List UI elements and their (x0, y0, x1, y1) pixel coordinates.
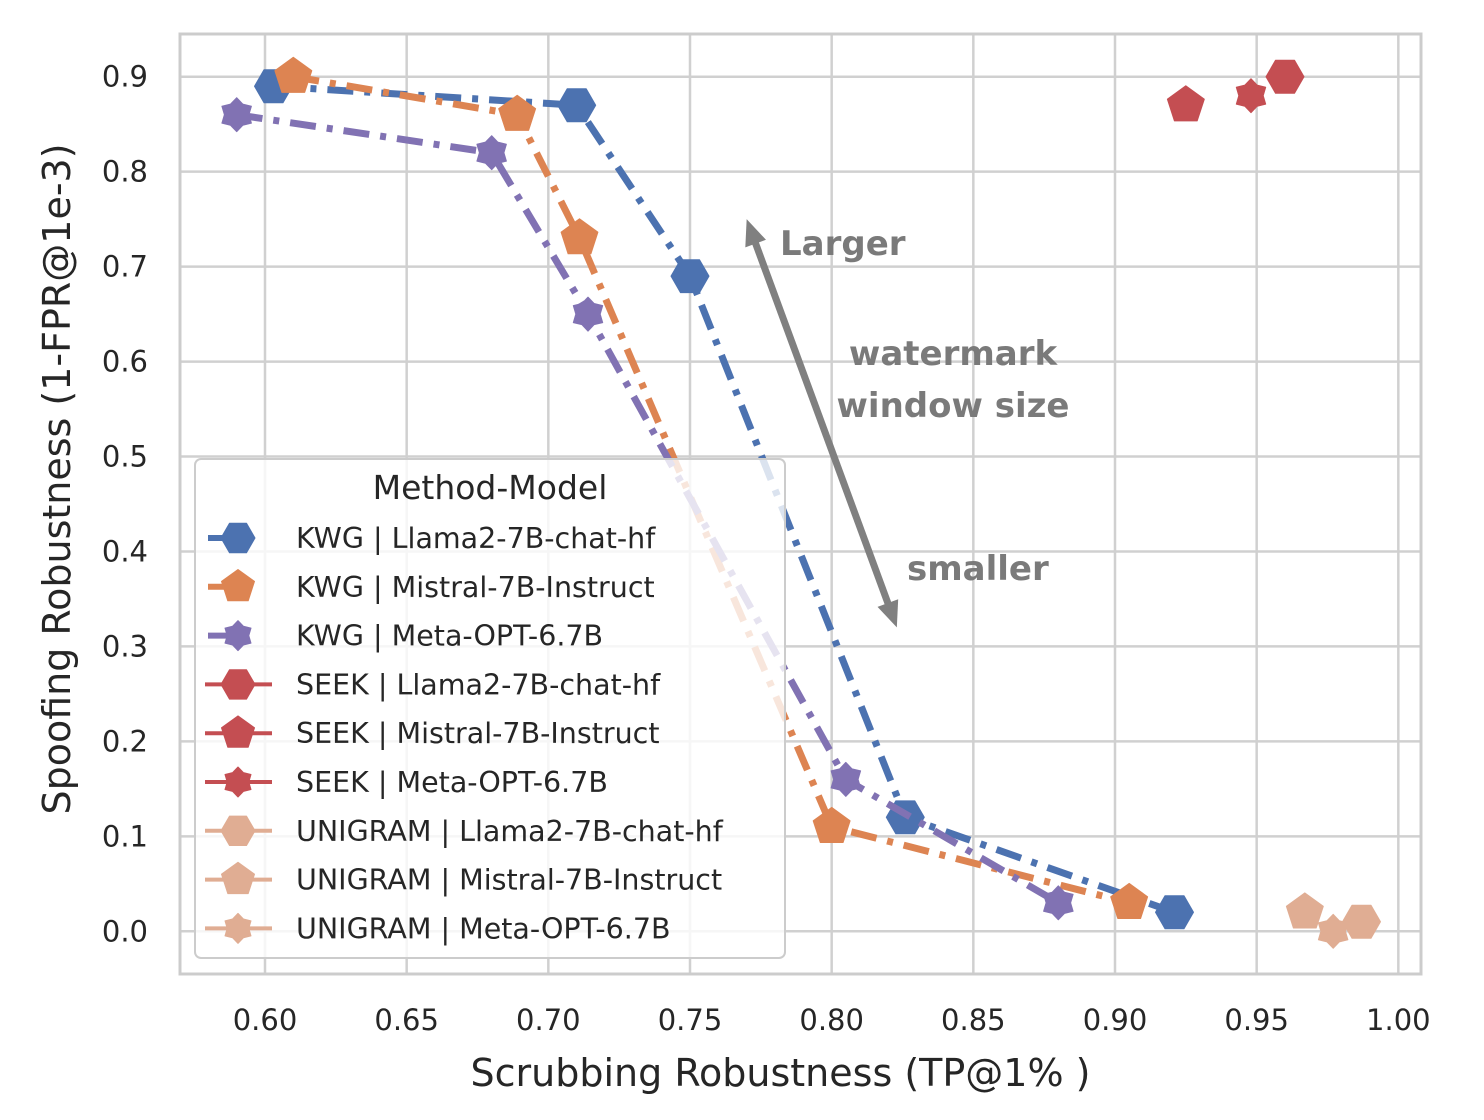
data-point-star (1043, 885, 1074, 921)
data-point-pentagon (498, 94, 537, 131)
arrow-head-up (745, 219, 766, 248)
legend-item: SEEK | Meta-OPT-6.7B (205, 766, 608, 799)
legend-marker-hexagon (220, 522, 256, 554)
series-kwg-llama2-7b-chat-hf (254, 69, 1194, 930)
series-seek-mistral-7b-instruct (1166, 85, 1205, 122)
legend-marker-star (224, 620, 252, 652)
y-tick-label: 0.7 (102, 250, 148, 284)
plot-frame (178, 32, 1423, 976)
x-tick-label: 0.95 (1224, 1003, 1289, 1037)
legend-item: KWG | Llama2-7B-chat-hf (208, 522, 656, 555)
data-point-pentagon (1110, 882, 1149, 919)
series-unigram-meta-opt-6-7b (1317, 913, 1349, 949)
legend-box (194, 458, 786, 959)
data-point-hexagon (670, 259, 710, 294)
legend-item: UNIGRAM | Meta-OPT-6.7B (205, 912, 671, 945)
y-tick-label: 0.2 (102, 724, 148, 758)
series-seek-meta-opt-6-7b (1235, 78, 1267, 114)
arrow-head-down (877, 599, 899, 628)
x-axis-label: Scrubbing Robustness (TP@1% ) (471, 1051, 1091, 1095)
legend-item: KWG | Mistral-7B-Instruct (208, 569, 655, 604)
legend-label: SEEK | Mistral-7B-Instruct (296, 717, 660, 750)
legend-label: UNIGRAM | Llama2-7B-chat-hf (296, 815, 724, 848)
y-ticks: 0.0 0.1 0.2 0.3 0.4 0.5 0.6 0.7 0.8 0.9 (102, 60, 148, 949)
x-tick-label: 0.85 (941, 1003, 1006, 1037)
data-point-star (221, 97, 252, 133)
series-seek-llama2-7b-chat-hf (1265, 59, 1305, 94)
legend-item: UNIGRAM | Llama2-7B-chat-hf (205, 815, 724, 848)
x-ticks: 0.60 0.65 0.70 0.75 0.80 0.85 0.90 0.95 1.00 (233, 1003, 1431, 1037)
y-tick-label: 0.1 (102, 819, 148, 853)
y-tick-label: 0.5 (102, 440, 148, 474)
legend-label: SEEK | Llama2-7B-chat-hf (296, 668, 661, 701)
y-tick-label: 0.6 (102, 345, 148, 379)
y-tick-label: 0.3 (102, 629, 148, 663)
legend-marker-pentagon (221, 715, 255, 748)
x-tick-label: 0.75 (658, 1003, 723, 1037)
legend-marker-pentagon (221, 569, 255, 602)
legend-marker-hexagon (220, 815, 256, 846)
data-point-pentagon (812, 806, 851, 843)
data-point-pentagon (1285, 892, 1324, 929)
annotation-watermark: watermark (849, 334, 1059, 374)
annotation-layer: Larger watermark window size smaller (745, 219, 1070, 628)
y-tick-label: 0.0 (102, 914, 148, 948)
legend-item: KWG | Meta-OPT-6.7B (208, 620, 603, 653)
data-point-pentagon (560, 218, 599, 255)
legend-label: KWG | Llama2-7B-chat-hf (296, 522, 656, 555)
legend-items: KWG | Llama2-7B-chat-hf KWG | Mistral-7B-… (205, 522, 724, 945)
grid (180, 34, 1421, 974)
data-point-star (572, 296, 604, 332)
legend-label: SEEK | Meta-OPT-6.7B (296, 766, 608, 799)
data-point-hexagon (557, 88, 597, 123)
legend-marker-pentagon (221, 861, 255, 895)
legend: Method-Model KWG | Llama2-7B-chat-hfKWG … (194, 458, 786, 959)
series-layer (221, 56, 1381, 949)
legend-label: UNIGRAM | Meta-OPT-6.7B (296, 912, 671, 945)
x-tick-label: 0.60 (233, 1003, 298, 1037)
x-tick-label: 0.70 (516, 1003, 581, 1037)
data-point-pentagon (1166, 85, 1205, 122)
legend-title: Method-Model (373, 468, 608, 507)
data-point-hexagon (1265, 59, 1305, 94)
data-point-star (830, 761, 862, 797)
data-point-star (476, 135, 507, 171)
y-tick-label: 0.8 (102, 155, 148, 189)
legend-label: KWG | Meta-OPT-6.7B (296, 620, 603, 653)
legend-label: KWG | Mistral-7B-Instruct (296, 571, 655, 604)
legend-marker-hexagon (220, 669, 256, 700)
data-point-star (1235, 78, 1267, 114)
y-tick-label: 0.9 (102, 60, 148, 94)
series-kwg-meta-opt-6-7b (221, 97, 1074, 921)
annotation-window-size: window size (837, 386, 1070, 426)
y-axis-label: Spoofing Robustness (1-FPR@1e-3) (35, 143, 79, 814)
y-tick-label: 0.4 (102, 534, 148, 568)
data-point-hexagon (1155, 895, 1194, 930)
annotation-smaller: smaller (907, 549, 1049, 589)
x-tick-label: 1.00 (1366, 1003, 1431, 1037)
legend-item: SEEK | Mistral-7B-Instruct (205, 715, 660, 750)
data-point-star (1317, 913, 1349, 949)
annotation-arrow-shaft (750, 237, 893, 610)
x-tick-label: 0.65 (374, 1003, 439, 1037)
legend-item: UNIGRAM | Mistral-7B-Instruct (205, 861, 722, 897)
x-tick-label: 0.90 (1083, 1003, 1148, 1037)
series-unigram-mistral-7b-instruct (1285, 892, 1324, 929)
x-tick-label: 0.80 (799, 1003, 864, 1037)
legend-item: SEEK | Llama2-7B-chat-hf (205, 668, 661, 701)
legend-marker-star (224, 766, 252, 798)
legend-marker-star (224, 912, 252, 944)
legend-label: UNIGRAM | Mistral-7B-Instruct (296, 864, 722, 897)
data-point-pentagon (274, 56, 313, 93)
series-kwg-mistral-7b-instruct (274, 56, 1149, 919)
annotation-larger: Larger (780, 224, 906, 264)
